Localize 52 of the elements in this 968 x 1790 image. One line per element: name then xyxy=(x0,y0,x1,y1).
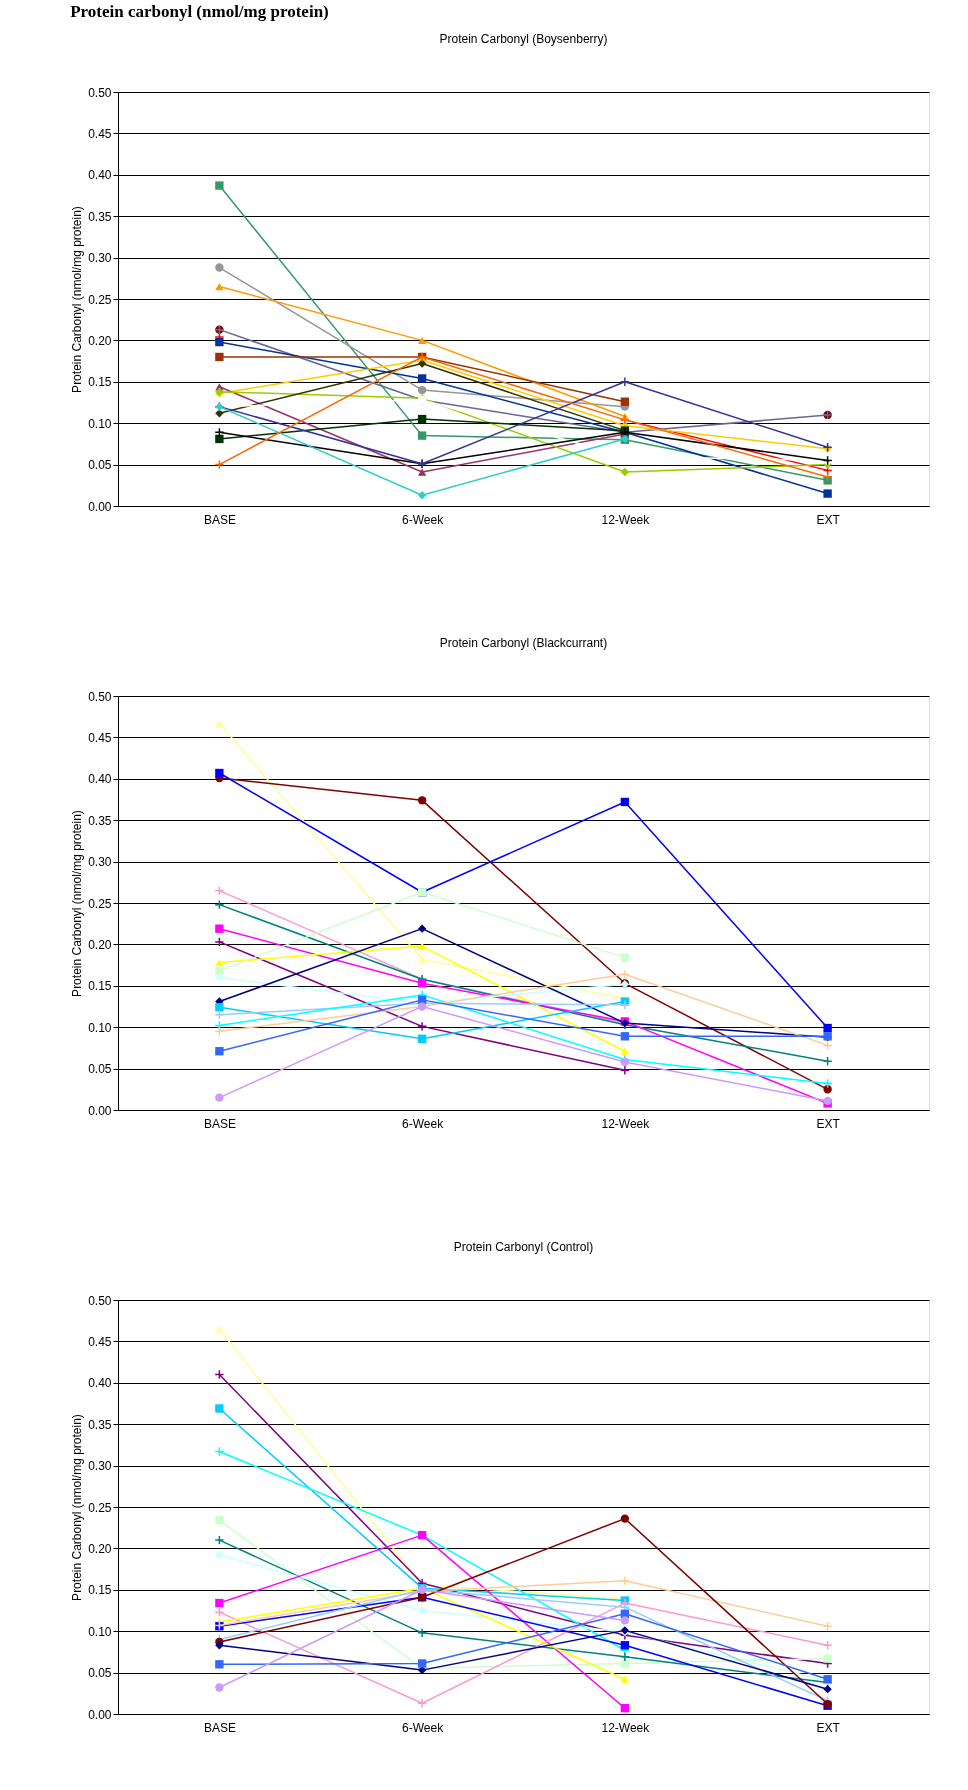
y-tick-label: 0.30 xyxy=(88,1459,112,1474)
x-tick-label: EXT xyxy=(816,1720,841,1735)
y-tick-label: 0.45 xyxy=(88,730,112,745)
y-tick-label: 0.15 xyxy=(88,375,112,390)
text: Protein carbonyl (nmol/mg protein) xyxy=(70,1,329,21)
y-tick-label: 0.40 xyxy=(88,168,112,183)
y-tick-label: 0.45 xyxy=(88,126,112,141)
y-tick-label: 0.20 xyxy=(88,937,112,952)
y-tick-label: 0.25 xyxy=(88,1500,112,1515)
x-tick-label: EXT xyxy=(816,1116,841,1131)
y-tick-label: 0.30 xyxy=(88,251,112,266)
y-axis-title: Protein Carbonyl (nmol/mg protein) xyxy=(70,206,85,393)
y-tick-label: 0.10 xyxy=(88,416,112,431)
y-tick-label: 0.10 xyxy=(88,1020,112,1035)
y-tick-label: 0.20 xyxy=(88,1541,112,1556)
x-tick-label: 6-Week xyxy=(402,1116,445,1131)
y-tick-label: 0.40 xyxy=(88,1376,112,1391)
y-axis-title: Protein Carbonyl (nmol/mg protein) xyxy=(70,810,85,997)
x-tick-label: BASE xyxy=(203,512,236,527)
y-tick-label: 0.25 xyxy=(88,292,112,307)
y-tick-label: 0.00 xyxy=(88,499,112,514)
y-tick-label: 0.50 xyxy=(88,85,112,100)
y-tick-label: 0.05 xyxy=(88,1062,112,1077)
y-tick-label: 0.35 xyxy=(88,209,112,224)
y-tick-label: 0.50 xyxy=(88,1293,112,1308)
y-tick-label: 0.05 xyxy=(88,1666,112,1681)
x-tick-label: 12-Week xyxy=(601,1720,651,1735)
x-tick-label: 6-Week xyxy=(402,512,445,527)
chart-title: Protein Carbonyl (Boysenberry) xyxy=(439,32,608,46)
y-tick-label: 0.45 xyxy=(88,1334,112,1349)
y-tick-label: 0.50 xyxy=(88,689,112,704)
y-axis-title: Protein Carbonyl (nmol/mg protein) xyxy=(70,1414,85,1601)
x-tick-label: 12-Week xyxy=(601,512,651,527)
y-tick-label: 0.20 xyxy=(88,333,112,348)
y-tick-label: 0.00 xyxy=(88,1707,112,1722)
y-tick-label: 0.10 xyxy=(88,1624,112,1639)
y-tick-label: 0.35 xyxy=(88,1417,112,1432)
chart-title: Protein Carbonyl (Control) xyxy=(453,1240,594,1254)
y-tick-label: 0.30 xyxy=(88,855,112,870)
x-tick-label: 6-Week xyxy=(402,1720,445,1735)
y-tick-label: 0.35 xyxy=(88,813,112,828)
y-tick-label: 0.15 xyxy=(88,1583,112,1598)
x-tick-label: BASE xyxy=(203,1720,236,1735)
y-tick-label: 0.15 xyxy=(88,979,112,994)
x-tick-label: EXT xyxy=(816,512,841,527)
y-tick-label: 0.00 xyxy=(88,1103,112,1118)
y-tick-label: 0.05 xyxy=(88,458,112,473)
chart-title: Protein Carbonyl (Blackcurrant) xyxy=(439,636,608,650)
x-tick-label: 12-Week xyxy=(601,1116,651,1131)
y-tick-label: 0.25 xyxy=(88,896,112,911)
y-tick-label: 0.40 xyxy=(88,772,112,787)
x-tick-label: BASE xyxy=(203,1116,236,1131)
